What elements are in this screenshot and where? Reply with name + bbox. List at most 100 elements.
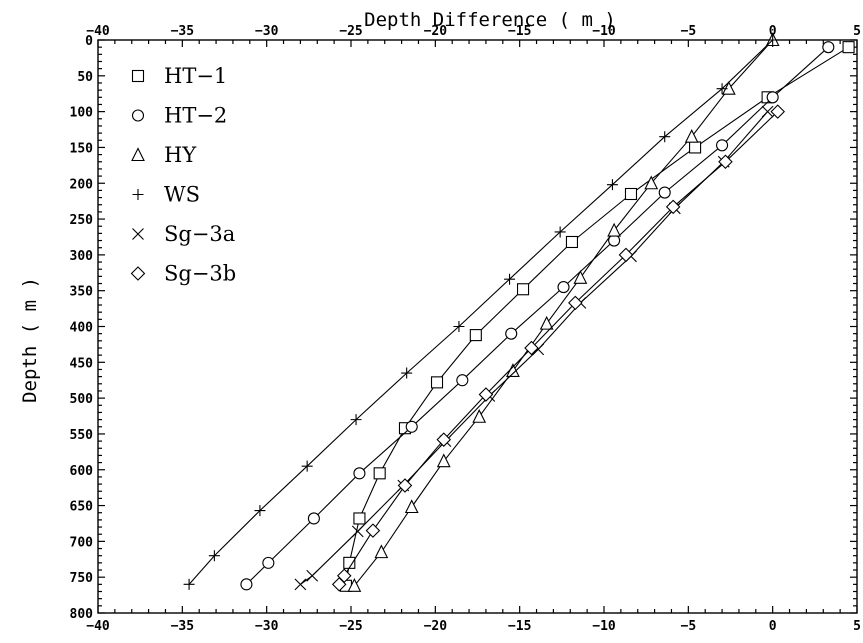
data-point: HT−1: -19.9, 478 [430,376,444,389]
data-point: Sg−3b: -19.5, 558 [436,432,452,447]
x-tick-label-top: −20 [424,24,448,39]
x-tick-label-bottom: −20 [424,619,448,634]
data-point: Sg−3b: -25.7, 760 [331,577,347,592]
y-tick-label: 700 [70,535,94,550]
y-tick-label: 550 [70,428,94,443]
axes: −40 −40 −35 −35 −30 −30 −25 −25 −20 −20 −15 −15 −10 −… [70,24,861,634]
y-tick-label: 800 [70,607,94,622]
data-point: HT−1: -8.4, 215 [624,187,638,201]
data-point: WS: -34.6, 760 [183,578,195,590]
y-tick-label: 650 [70,500,94,515]
data-point: Sg−3b: -14.3, 430 [524,340,539,356]
data-point: HT−1: -14.8, 348 [516,283,530,296]
data-point: HY: -19.5, 588 [436,453,451,468]
data-point: WS: -15.6, 334 [504,273,516,285]
data-point: HY: -23.2, 715 [374,544,389,559]
series-line [353,39,774,587]
data-point: Sg−3a: -24.6, 686 [351,525,364,538]
series-line [338,111,779,585]
y-tick-label: 50 [77,70,93,85]
data-point: WS: -6.4, 135 [659,131,671,143]
x-tick-label-top: −30 [255,24,279,39]
data-point: WS: -33.1, 720 [208,550,220,562]
y-tick-label: 200 [70,177,94,192]
legend-label: Sg−3a [164,222,235,246]
data-point: HY: -17.4, 526 [472,409,487,423]
data-point: Sg−3a: -0.3, 100 [761,105,774,118]
series-triangle: HY: 0, 0HY: -2.6, 68HY: -4.8, 135HY: -7.… [347,32,780,592]
y-tick-label: 750 [70,571,94,586]
x-tick-label-top: −40 [86,24,110,39]
data-point: HT−1: -17.6, 412 [469,329,482,342]
data-point: HY: -7.2, 200 [644,175,659,190]
data-point: Sg−3b: 0.3, 100 [770,104,786,119]
series-plus: WS: 0, 0 WS: -3, 68 WS: -6.4, 135 WS: -9.5,… [183,34,779,590]
data-point: HT−2: 0, 80 [766,91,779,104]
y-tick-label: 0 [85,34,93,49]
legend-entry: HY [131,143,197,167]
data-point: WS: -18.6, 400 [453,321,465,332]
series-square: HT−1: 4.5, 10HT−1: -0.3, 80HT−1: -4.6, 1… [339,41,855,592]
x-tick-label-top: −35 [171,24,194,39]
data-point: HY: -9.4, 266 [607,222,622,237]
data-point: Sg−3a: -27.3, 748 [306,569,319,582]
data-point: HY: -21.4, 652 [404,499,419,514]
x-tick-label-bottom: −40 [86,619,110,634]
legend: HT−1 HT−2 HY WS Sg−3a Sg−3b [130,64,236,286]
y-tick-label: 500 [70,392,94,407]
legend-entry: Sg−3a [132,222,235,246]
data-point: HT−2: -24.5, 605 [353,467,366,480]
series-line [246,46,829,585]
legend-label: WS [164,183,200,207]
data-point: HT−2: -12.4, 345 [557,281,570,294]
legend-entry: Sg−3b [130,262,236,286]
legend-marker [131,147,145,162]
legend-entry: HT−1 [131,64,227,88]
x-tick-label-bottom: 0 [769,619,777,634]
data-point: WS: -21.7, 465 [401,367,413,379]
legend-label: HT−1 [164,64,227,88]
x-tick-label-top: −10 [592,24,616,39]
x-tick-label-bottom: −5 [681,619,697,634]
x-tick-label-top: −25 [339,24,362,39]
data-point: Sg−3b: -5.9, 233 [665,199,681,215]
data-point: Sg−3b: -23.7, 685 [365,523,381,538]
data-point: HT−2: -15.5, 410 [505,327,518,340]
data-point: HT−2: -18.4, 475 [456,374,469,387]
legend-label: Sg−3b [164,262,236,286]
data-point: HY: -24.8, 762 [347,578,362,592]
data-point: Sg−3b: -21.8, 622 [397,478,413,493]
legend-marker [131,109,145,122]
y-tick-label: 250 [70,213,94,228]
y-tick-label: 400 [70,321,94,336]
y-tick-label: 600 [70,464,94,479]
series-circle: HT−2: 3.3, 10 HT−2: 0, 80 HT−2: -3, 147 HT−… [240,41,835,591]
legend-label: HT−2 [164,104,227,128]
data-point: HT−2: -29.9, 730 [262,556,275,569]
data-point: WS: -27.6, 595 [301,460,313,472]
x-axis-title: Depth Difference ( m ) [364,9,616,31]
legend-marker [131,69,145,83]
data-point: HY: -13.4, 396 [539,315,554,330]
data-point: HY: -4.8, 135 [684,128,699,143]
data-point: Sg−3b: -11.7, 367 [568,295,583,311]
data-point: HT−1: -4.6, 150 [689,141,702,154]
data-point: Sg−3b: -2.8, 170 [718,154,733,170]
x-tick-label-bottom: 5 [853,619,861,634]
data-point: HT−2: -6.4, 213 [658,186,671,199]
x-tick-label-bottom: −10 [592,619,616,634]
x-tick-label-top: 0 [769,24,777,39]
series-diamond: Sg−3b: 0.3, 100 Sg−3b: -2.8, 170 Sg−3b: -5… [331,104,786,592]
series-layer: HT−1: 4.5, 10HT−1: -0.3, 80HT−1: -4.6, 1… [183,32,855,592]
data-point: Sg−3b: -8.7, 300 [618,247,634,263]
x-tick-label-bottom: −25 [339,619,362,634]
data-point: WS: 0, 0 [767,34,779,46]
x-tick-label-top: −5 [681,24,697,39]
y-tick-label: 450 [70,356,94,371]
data-point: HT−2: -31.2, 760 [240,578,253,591]
data-point: HT−1: -24.5, 668 [353,512,366,525]
y-tick-label: 150 [70,141,94,156]
x-tick-label-top: 5 [853,24,861,39]
legend-entry: HT−2 [131,104,227,128]
